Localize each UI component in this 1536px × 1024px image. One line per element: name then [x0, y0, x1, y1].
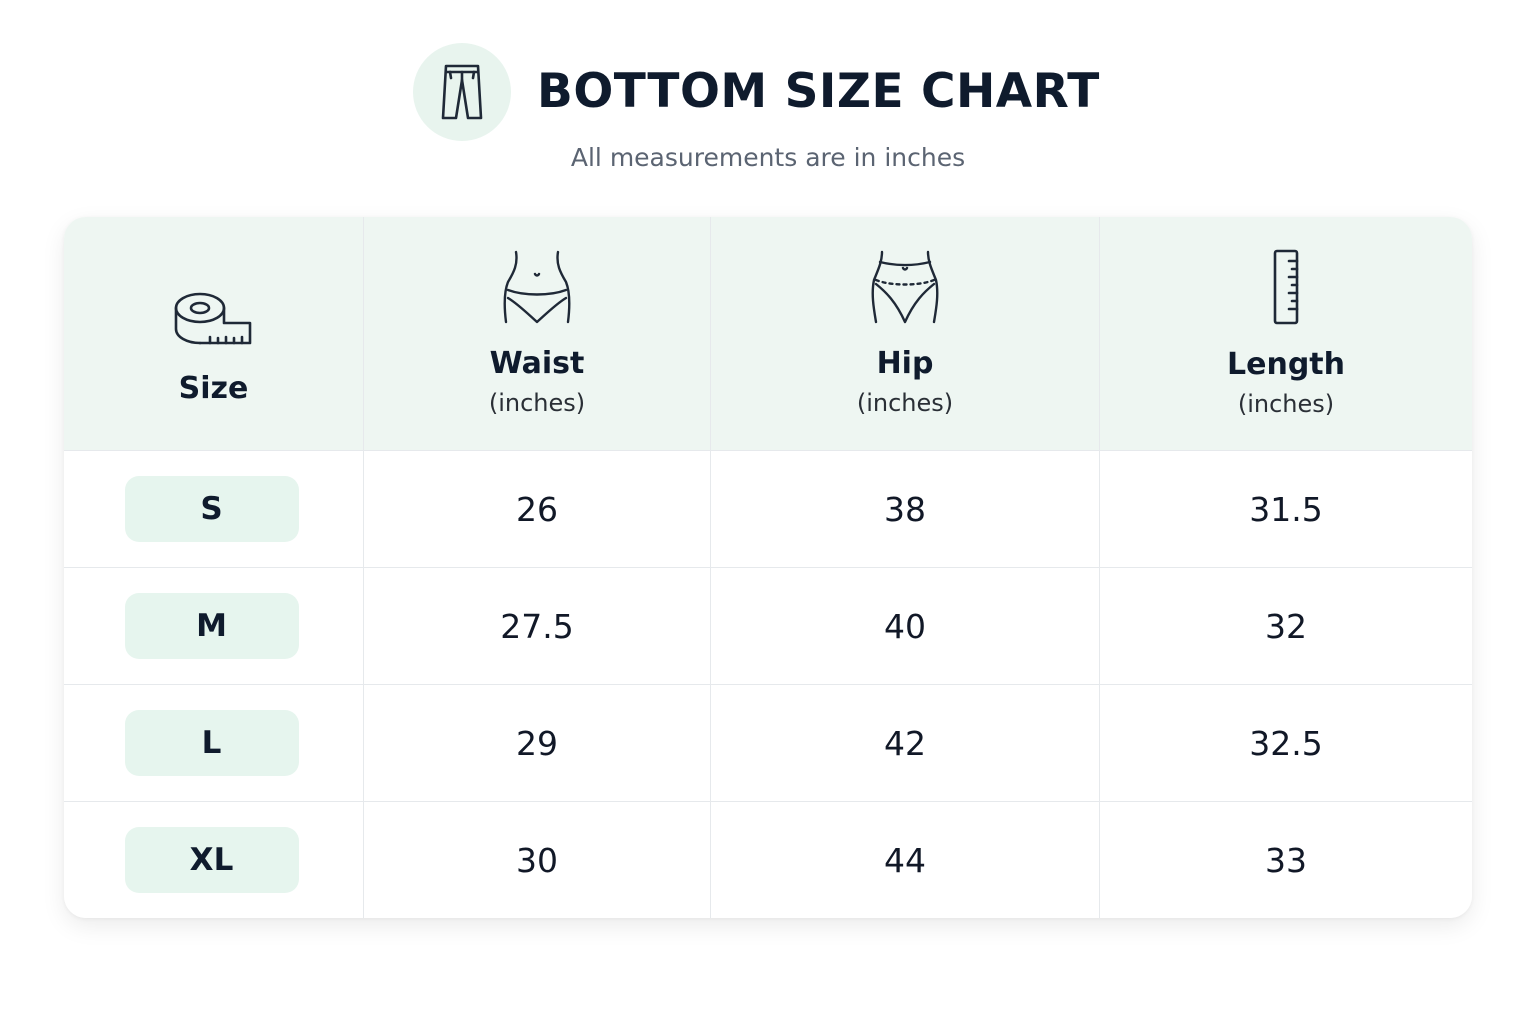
column-header-hip: Hip (inches) — [710, 217, 1099, 450]
size-badge: XL — [124, 827, 299, 893]
size-cell: L — [64, 685, 363, 801]
hip-value: 38 — [884, 489, 926, 529]
hip-icon — [871, 250, 939, 324]
length-cell: 32 — [1099, 568, 1472, 684]
hip-cell: 38 — [710, 451, 1099, 567]
page-subtitle: All measurements are in inches — [570, 143, 966, 172]
measuring-tape-icon — [174, 292, 251, 345]
table-row: L 29 42 32.5 — [64, 684, 1472, 801]
column-unit-waist: (inches) — [488, 389, 586, 417]
pants-icon — [441, 64, 483, 120]
column-unit-hip: (inches) — [856, 389, 954, 417]
length-cell: 33 — [1099, 802, 1472, 918]
column-header-size: Size — [64, 217, 363, 450]
waist-value: 29 — [516, 723, 558, 763]
waist-value: 26 — [516, 489, 558, 529]
size-cell: S — [64, 451, 363, 567]
hip-value: 42 — [884, 723, 926, 763]
length-cell: 32.5 — [1099, 685, 1472, 801]
size-badge: M — [124, 593, 299, 659]
length-value: 32 — [1265, 606, 1307, 646]
hip-cell: 42 — [710, 685, 1099, 801]
waist-cell: 30 — [363, 802, 710, 918]
table-header-row: Size Waist (inches) — [64, 217, 1472, 450]
table-row: M 27.5 40 32 — [64, 567, 1472, 684]
length-value: 32.5 — [1249, 723, 1323, 763]
size-badge: L — [124, 710, 299, 776]
column-header-waist: Waist (inches) — [363, 217, 710, 450]
column-label-size: Size — [178, 371, 249, 406]
waist-cell: 26 — [363, 451, 710, 567]
length-value: 33 — [1265, 840, 1307, 880]
column-unit-length: (inches) — [1237, 390, 1335, 418]
header-icon-badge — [413, 43, 511, 141]
length-value: 31.5 — [1249, 489, 1323, 529]
waist-cell: 27.5 — [363, 568, 710, 684]
size-table: Size Waist (inches) — [64, 217, 1472, 918]
column-label-hip: Hip — [876, 346, 934, 381]
table-row: XL 30 44 33 — [64, 801, 1472, 918]
length-cell: 31.5 — [1099, 451, 1472, 567]
page-title: BOTTOM SIZE CHART — [537, 64, 1100, 119]
waist-value: 30 — [516, 840, 558, 880]
hip-cell: 40 — [710, 568, 1099, 684]
size-cell: M — [64, 568, 363, 684]
size-cell: XL — [64, 802, 363, 918]
hip-value: 40 — [884, 606, 926, 646]
column-header-length: Length (inches) — [1099, 217, 1472, 450]
column-label-length: Length — [1227, 347, 1345, 382]
ruler-icon — [1273, 249, 1299, 325]
table-row: S 26 38 31.5 — [64, 450, 1472, 567]
waist-cell: 29 — [363, 685, 710, 801]
waist-value: 27.5 — [500, 606, 574, 646]
waist-icon — [503, 250, 571, 324]
hip-cell: 44 — [710, 802, 1099, 918]
size-badge: S — [124, 476, 299, 542]
column-label-waist: Waist — [489, 346, 585, 381]
hip-value: 44 — [884, 840, 926, 880]
